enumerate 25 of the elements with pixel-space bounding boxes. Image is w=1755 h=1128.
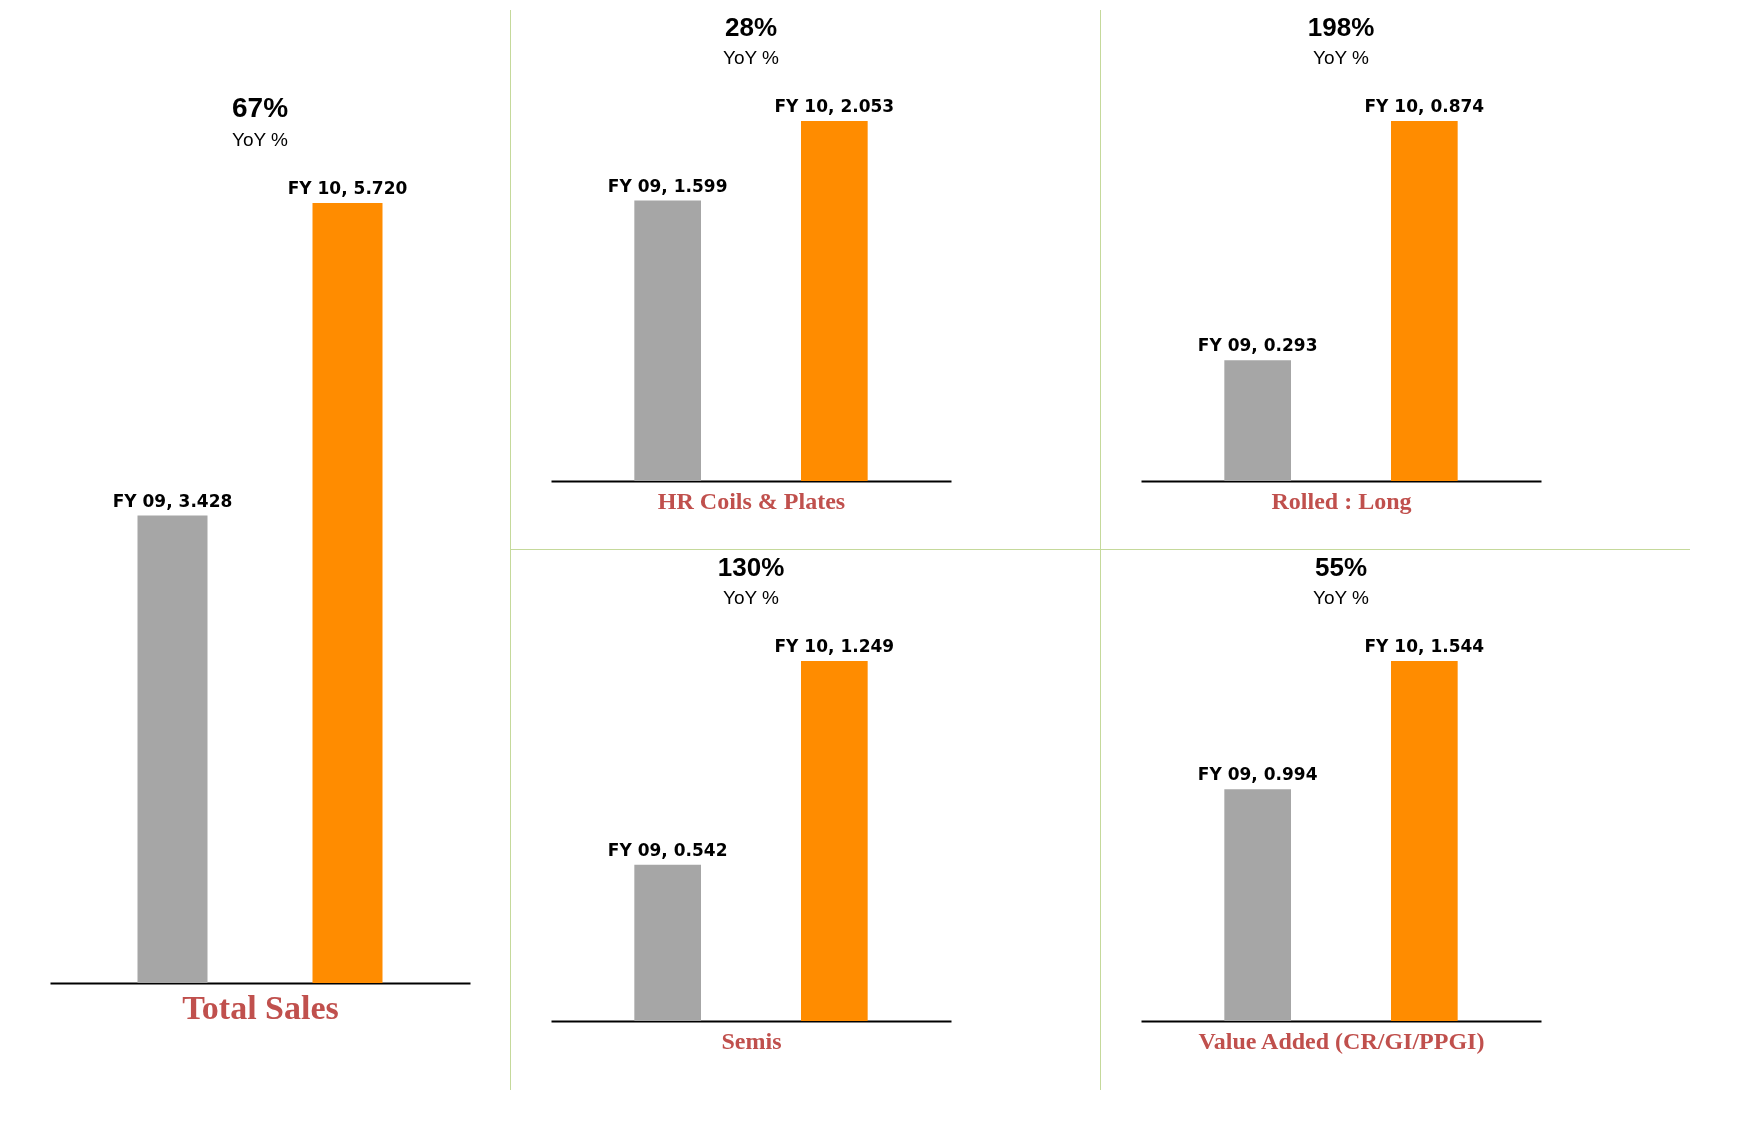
data-label: FY 09, 3.428 (112, 490, 233, 511)
text: 67% (231, 92, 289, 123)
x-axis-title: Semis (721, 1027, 782, 1054)
data-label: FY 10, 0.874 (1364, 96, 1485, 116)
text: 198% (1307, 12, 1375, 42)
data-label: FY 10, 2.053 (774, 96, 895, 116)
text: YoY % (723, 47, 780, 68)
data-label: FY 10, 1.249 (774, 636, 895, 656)
data-label: FY 10, 1.544 (1364, 636, 1485, 656)
text: 130% (717, 552, 785, 582)
data-label: FY 10, 5.720 (287, 178, 408, 198)
data-label: FY 09, 1.599 (607, 175, 728, 196)
x-axis-title: Total Sales (182, 988, 339, 1026)
text: YoY % (1313, 47, 1370, 68)
text: YoY % (1313, 587, 1370, 608)
text: YoY % (232, 129, 289, 150)
data-label: FY 09, 0.293 (1197, 335, 1318, 356)
text: 55% (1314, 552, 1368, 582)
data-label: FY 09, 0.542 (607, 839, 728, 860)
data-label: FY 09, 0.994 (1197, 764, 1318, 785)
text: 28% (724, 12, 778, 42)
text: YoY % (723, 587, 780, 608)
x-axis-title: Value Added (CR/GI/PPGI) (1198, 1027, 1485, 1054)
x-axis-title: HR Coils & Plates (657, 487, 846, 514)
x-axis-title: Rolled : Long (1271, 487, 1412, 514)
